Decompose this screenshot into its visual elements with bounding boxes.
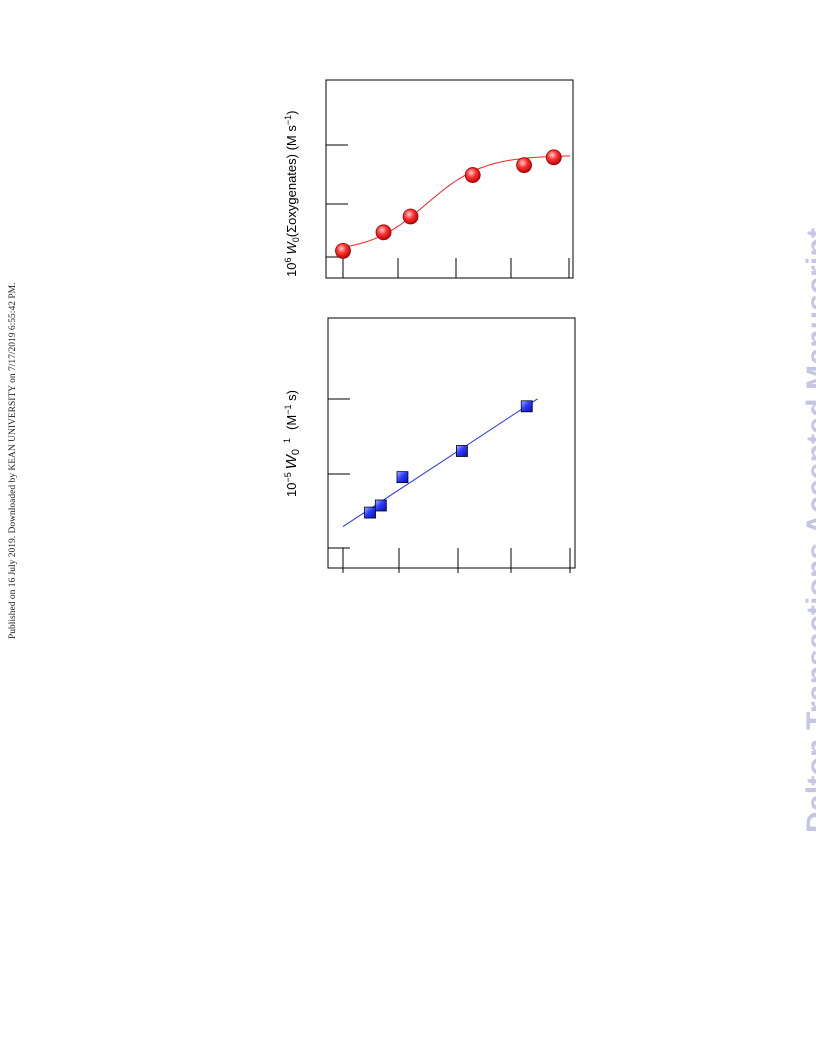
y-axis-label: 106 W0(Σoxygenates) (M s−1) xyxy=(283,111,301,277)
label-exponent: 6 xyxy=(283,258,293,263)
data-point-square xyxy=(374,499,387,512)
y-ticks xyxy=(326,144,348,258)
label-body: (Σoxygenates) (M s xyxy=(284,125,299,238)
data-point-circle xyxy=(335,242,351,259)
x-ticks xyxy=(342,548,571,573)
label-unit-end: s) xyxy=(284,390,299,404)
label-prefix: 10 xyxy=(284,483,299,497)
plot-frame xyxy=(325,79,574,279)
chart-panel-oxygenates: 106 W0(Σoxygenates) (M s−1) xyxy=(283,79,574,279)
data-points xyxy=(364,400,533,519)
data-point-square xyxy=(396,471,409,484)
data-point-square xyxy=(456,445,468,457)
y-axis-label: 10−5 W0 1 (M−1 s) xyxy=(282,390,302,497)
label-unit-exponent: −1 xyxy=(283,115,293,125)
label-variable: W xyxy=(284,241,299,255)
label-superscript: 1 xyxy=(282,438,292,443)
data-point-square xyxy=(364,506,376,519)
data-points xyxy=(335,149,562,259)
data-point-circle xyxy=(464,167,481,183)
label-variable: W xyxy=(283,453,300,469)
label-unit: (M xyxy=(284,415,299,430)
label-prefix: 10 xyxy=(284,263,299,277)
data-point-circle xyxy=(402,208,419,225)
data-point-square xyxy=(520,400,533,413)
label-close: ) xyxy=(284,111,299,115)
label-subscript: 0 xyxy=(291,237,301,242)
plot-frame xyxy=(327,317,576,569)
data-point-circle xyxy=(516,157,532,174)
label-exponent: −5 xyxy=(283,472,293,482)
data-point-circle xyxy=(375,224,392,241)
y-ticks xyxy=(328,398,350,549)
x-ticks xyxy=(342,258,570,278)
label-unit-exponent: −1 xyxy=(283,405,293,415)
label-subscript: 0 xyxy=(290,449,302,455)
data-point-circle xyxy=(545,149,562,166)
chart-panel-inverse-rate: 10−5 W0 1 (M−1 s) xyxy=(282,317,576,573)
